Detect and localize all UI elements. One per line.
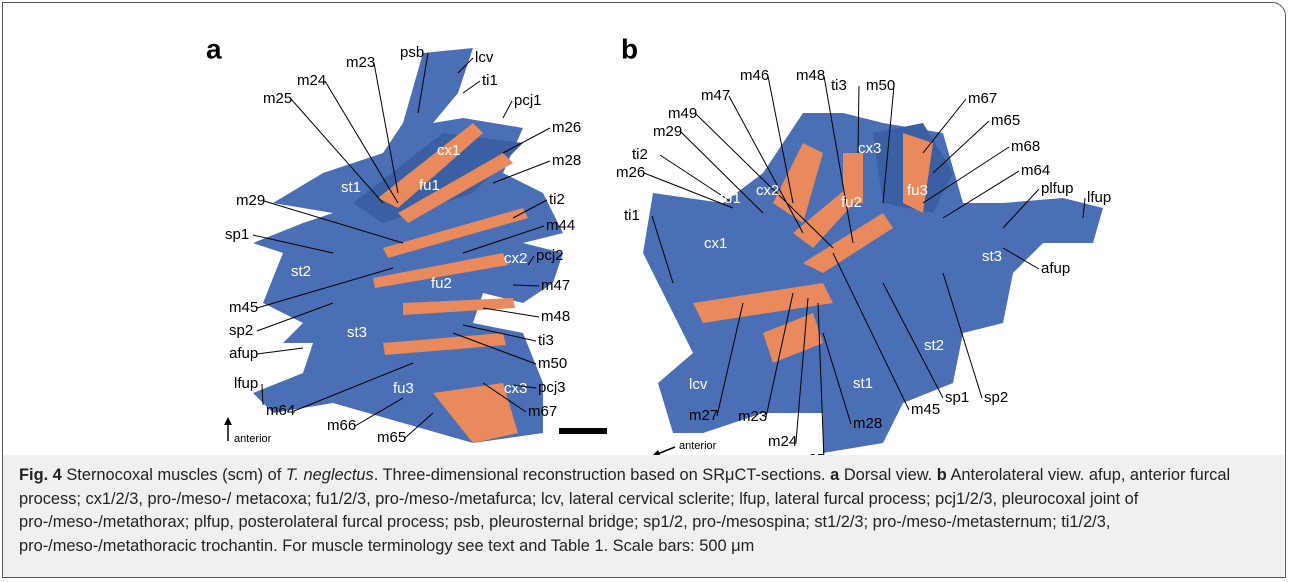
panel-ref: b	[937, 466, 947, 484]
structure-label: st2	[924, 337, 944, 354]
structure-label: m24	[768, 433, 797, 450]
figure: a b anterior anterior psb lcv m23 ti1 m24 pcj…	[2, 2, 1286, 578]
structure-label: m23	[738, 408, 767, 425]
structure-label: lfup	[234, 375, 258, 392]
structure-label: cx1	[437, 142, 460, 159]
structure-label: m64	[1021, 162, 1050, 179]
structure-label: ti3	[538, 332, 554, 349]
leader-line	[463, 81, 480, 93]
structure-label: m68	[1011, 138, 1040, 155]
structure-label: m65	[991, 112, 1020, 129]
species: T. neglectus	[286, 466, 374, 484]
structure-label: afup	[229, 345, 258, 362]
structure-label: m27	[689, 407, 718, 424]
panel-letter: b	[621, 33, 638, 64]
structure-label: cx2	[756, 182, 779, 199]
caption-text: Dorsal view.	[844, 466, 932, 484]
structure-label: pcj2	[536, 247, 564, 264]
structure-label: m28	[853, 415, 882, 432]
structure-label: m66	[327, 417, 356, 434]
orientation-label: anterior	[234, 433, 272, 445]
structure-label: st1	[341, 179, 361, 196]
structure-label: m46	[740, 67, 769, 84]
structure-label: m67	[968, 90, 997, 107]
structure-label: fu1	[720, 190, 741, 207]
structure-label: st2	[291, 263, 311, 280]
structure-label: cx2	[504, 250, 527, 267]
structure-label: lcv	[475, 49, 494, 66]
structure-label: m65	[377, 429, 406, 446]
structure-label: m45	[229, 299, 258, 316]
structure-label: cx1	[704, 235, 727, 252]
figure-art: a b anterior anterior psb lcv m23 ti1 m24 pcj…	[3, 3, 1286, 455]
structure-label: m47	[701, 87, 730, 104]
structure-label: cx3	[858, 140, 881, 157]
panel-letter: a	[206, 33, 222, 64]
structure-label: sp1	[225, 226, 249, 243]
structure-label: ti2	[549, 191, 565, 208]
structure-label: m64	[266, 402, 295, 419]
structure-label: sp1	[945, 389, 969, 406]
structure-label: m23	[346, 54, 375, 71]
structure-label: plfup	[1041, 180, 1074, 197]
structure-label: lfup	[1087, 189, 1111, 206]
structure-label: m50	[538, 355, 567, 372]
structure-label: m26	[552, 119, 581, 136]
structure-label: m29	[653, 123, 682, 140]
structure-label: ti3	[831, 77, 847, 94]
structure-label: sp2	[229, 322, 253, 339]
structure-label: st1	[853, 375, 873, 392]
structure-label: fu3	[907, 182, 928, 199]
structure-label: ti1	[624, 207, 640, 224]
structure-label: m25	[263, 90, 292, 107]
leader-line	[483, 308, 539, 317]
structure-label: psb	[400, 44, 424, 61]
leader-line	[257, 348, 303, 354]
structure-label: m26	[616, 164, 645, 181]
structure-label: ti2	[632, 146, 648, 163]
structure-label: m67	[528, 403, 557, 420]
structure-label: pcj3	[538, 379, 566, 396]
structure-label: ti1	[482, 72, 498, 89]
structure-label: m49	[668, 105, 697, 122]
structure-label: st3	[347, 324, 367, 341]
fig-label: Fig. 4	[19, 466, 62, 484]
structure-label: fu1	[419, 177, 440, 194]
structure-label: m45	[911, 401, 940, 418]
structure-label: st3	[982, 248, 1002, 265]
structure-label: m48	[796, 67, 825, 84]
structure-label: fu2	[841, 194, 862, 211]
caption-text: . Three-dimensional reconstruction based…	[374, 466, 826, 484]
structure-label: m50	[866, 77, 895, 94]
orientation-arrow	[224, 417, 232, 425]
structure-label: m44	[546, 217, 575, 234]
leader-line	[503, 101, 512, 118]
structure-label: m28	[552, 152, 581, 169]
structure-label: m47	[541, 277, 570, 294]
caption: Fig. 4 Sternocoxal muscles (scm) of T. n…	[3, 455, 1284, 577]
structure-label: sp2	[984, 389, 1008, 406]
structure-label: lcv	[689, 376, 708, 393]
structure-label: afup	[1041, 260, 1070, 277]
scale-bar	[559, 428, 607, 434]
structure-label: cx3	[504, 380, 527, 397]
panel-ref: a	[830, 466, 839, 484]
structure-label: m48	[541, 308, 570, 325]
structure-label: fu3	[393, 380, 414, 397]
caption-text: Sternocoxal muscles (scm) of	[66, 466, 281, 484]
structure-label: m24	[297, 72, 326, 89]
structure-label: fu2	[431, 275, 452, 292]
structure-label: pcj1	[514, 92, 542, 109]
orientation-label: anterior	[679, 440, 717, 452]
structure-label: m29	[236, 192, 265, 209]
